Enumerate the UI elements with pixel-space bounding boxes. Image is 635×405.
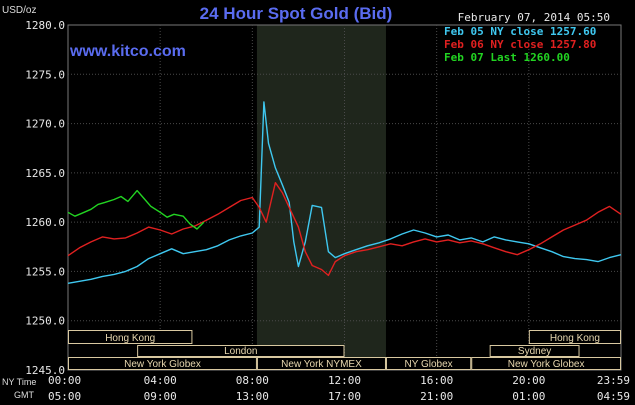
x-tick-label-ny: 23:59	[597, 374, 630, 387]
x-tick-label-ny: 04:00	[144, 374, 177, 387]
series-lines	[67, 101, 622, 284]
legend-feb06: Feb 06 NY close 1257.80	[444, 38, 596, 51]
chart-title: 24 Hour Spot Gold (Bid)	[200, 4, 393, 23]
x-tick-label-gmt: 21:00	[420, 390, 453, 403]
session-label: Sydney	[518, 346, 551, 357]
site-label: www.kitco.com	[69, 43, 186, 60]
y-tick-label: 1255.0	[25, 265, 65, 278]
y-tick-label: 1245.0	[25, 364, 65, 377]
chart-date: February 07, 2014 05:50	[458, 11, 610, 24]
legend-feb07: Feb 07 Last 1260.00	[444, 51, 570, 64]
series-line-0	[67, 101, 622, 284]
session-bar	[68, 357, 257, 370]
session-bar	[385, 357, 472, 370]
session-bar	[489, 345, 580, 357]
series-line-1	[67, 181, 622, 277]
y-tick-label: 1260.0	[25, 216, 65, 229]
session-bar	[528, 330, 621, 344]
x-tick-label-ny: 08:00	[236, 374, 269, 387]
session-label: New York Globex	[124, 359, 201, 370]
y-tick-label: 1275.0	[25, 68, 65, 81]
x-tick-label-gmt: 01:00	[512, 390, 545, 403]
x-tick-label-gmt: 05:00	[48, 390, 81, 403]
session-bar	[471, 357, 621, 370]
session-label: London	[224, 346, 257, 357]
market-sessions: Hong Kong Hong Kong London Sydney New York G…	[68, 330, 621, 370]
x-tick-label-gmt: 17:00	[328, 390, 361, 403]
legend: Feb 05 NY close 1257.60 Feb 06 NY close …	[444, 25, 596, 64]
unit-label: USD/oz	[2, 5, 36, 16]
session-label: NY Globex	[405, 359, 453, 370]
session-label: Hong Kong	[105, 333, 155, 344]
x-tick-label-ny: 20:00	[512, 374, 545, 387]
x-tick-label-gmt: 09:00	[144, 390, 177, 403]
x-tick-label-ny: 12:00	[328, 374, 361, 387]
gmt-label: GMT	[14, 390, 34, 400]
y-tick-label: 1270.0	[25, 118, 65, 131]
session-label: New York NYMEX	[281, 359, 362, 370]
y-axis-ticks: 1280.0 1275.0 1270.0 1265.0 1260.0 1255.0 1250…	[25, 19, 65, 377]
y-tick-label: 1265.0	[25, 167, 65, 180]
session-label: New York Globex	[508, 359, 585, 370]
ny-time-label: NY Time	[2, 377, 36, 387]
nymex-highlight-band	[256, 25, 386, 370]
session-bar	[137, 345, 345, 357]
session-bar	[68, 330, 193, 344]
series-line-2	[67, 189, 205, 230]
x-tick-label-gmt: 13:00	[236, 390, 269, 403]
y-tick-label: 1280.0	[25, 19, 65, 32]
x-tick-label-ny: 00:00	[48, 374, 81, 387]
session-label: Hong Kong	[550, 333, 600, 344]
session-bar	[256, 357, 386, 370]
x-axis-ticks: 00:00 05:00 04:00 09:00 08:00 13:00 12:00 17:00…	[48, 374, 630, 403]
legend-feb05: Feb 05 NY close 1257.60	[444, 25, 596, 38]
grid-lines	[68, 25, 621, 370]
x-tick-label-ny: 16:00	[420, 374, 453, 387]
y-tick-label: 1250.0	[25, 315, 65, 328]
x-tick-label-gmt: 04:59	[597, 390, 630, 403]
